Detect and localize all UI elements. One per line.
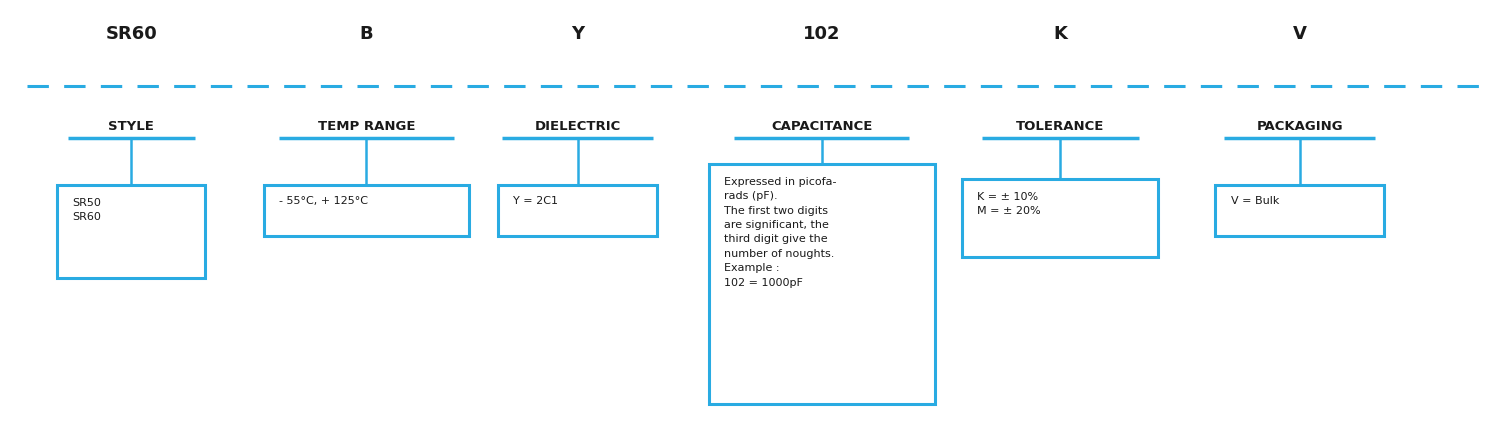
Text: 102: 102 [804,25,840,43]
FancyBboxPatch shape [264,185,469,236]
FancyBboxPatch shape [962,179,1158,257]
Text: Expressed in picofa-
rads (pF).
The first two digits
are significant, the
third : Expressed in picofa- rads (pF). The firs… [724,177,837,288]
Text: PACKAGING: PACKAGING [1256,120,1344,133]
FancyBboxPatch shape [498,185,657,236]
Text: K = ± 10%
M = ± 20%: K = ± 10% M = ± 20% [977,192,1041,216]
Text: - 55°C, + 125°C: - 55°C, + 125°C [279,196,368,206]
FancyBboxPatch shape [1215,185,1384,236]
Text: Y: Y [572,25,584,43]
FancyBboxPatch shape [709,164,935,404]
Text: TOLERANCE: TOLERANCE [1016,120,1104,133]
Text: DIELECTRIC: DIELECTRIC [534,120,621,133]
Text: SR60: SR60 [106,25,157,43]
Text: STYLE: STYLE [109,120,154,133]
Text: CAPACITANCE: CAPACITANCE [771,120,873,133]
Text: TEMP RANGE: TEMP RANGE [318,120,415,133]
Text: Y = 2C1: Y = 2C1 [513,196,558,206]
FancyBboxPatch shape [57,185,205,278]
Text: SR50
SR60: SR50 SR60 [72,198,101,222]
Text: B: B [359,25,374,43]
Text: V = Bulk: V = Bulk [1231,196,1279,206]
Text: K: K [1053,25,1068,43]
Text: V: V [1292,25,1307,43]
